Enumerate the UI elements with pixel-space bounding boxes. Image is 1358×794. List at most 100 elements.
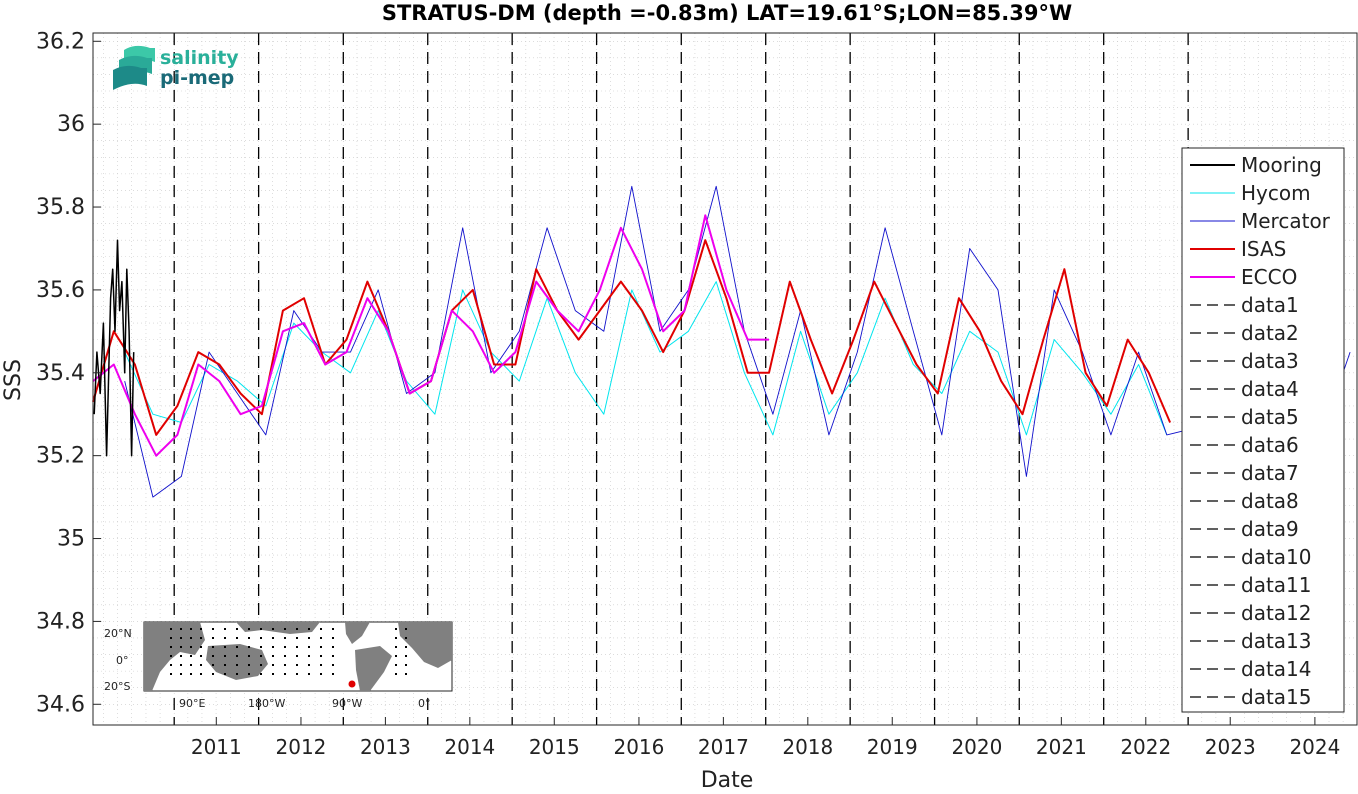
logo-mark-icon bbox=[113, 45, 155, 90]
inset-lat-label-20n: 20°N bbox=[104, 627, 132, 640]
legend-label-mercator: Mercator bbox=[1241, 209, 1331, 233]
inset-station-dot bbox=[190, 628, 192, 630]
legend-label-data3: data3 bbox=[1241, 349, 1299, 373]
inset-station-dot bbox=[190, 655, 192, 657]
legend-label-ecco: ECCO bbox=[1241, 265, 1297, 289]
inset-station-dot bbox=[320, 664, 322, 666]
inset-station-dot bbox=[224, 673, 226, 675]
inset-station-dot bbox=[296, 637, 298, 639]
legend-label-data5: data5 bbox=[1241, 405, 1299, 429]
inset-station-dot bbox=[405, 628, 407, 630]
y-tick-label: 35 bbox=[57, 527, 85, 552]
inset-station-dot bbox=[405, 664, 407, 666]
y-tick-label: 34.6 bbox=[36, 692, 85, 717]
x-tick-label: 2022 bbox=[1120, 735, 1171, 759]
legend-label-data2: data2 bbox=[1241, 321, 1299, 345]
x-tick-label: 2016 bbox=[613, 735, 664, 759]
inset-station-dot bbox=[332, 637, 334, 639]
inset-station-dot bbox=[170, 646, 172, 648]
y-tick-label: 35.2 bbox=[36, 444, 85, 469]
x-tick-label: 2013 bbox=[360, 735, 411, 759]
y-tick-label: 34.8 bbox=[36, 609, 85, 634]
inset-map-stations bbox=[170, 628, 407, 675]
inset-station-dot bbox=[224, 646, 226, 648]
inset-station-dot bbox=[170, 628, 172, 630]
inset-station-dot bbox=[212, 664, 214, 666]
inset-lon-label-0: 0° bbox=[418, 697, 431, 710]
inset-station-dot bbox=[272, 646, 274, 648]
inset-station-dot bbox=[248, 655, 250, 657]
logo-text-pi-mep: pi-mep bbox=[160, 67, 234, 89]
y-tick-label: 36 bbox=[57, 112, 85, 137]
inset-station-dot bbox=[395, 673, 397, 675]
inset-station-dot bbox=[272, 655, 274, 657]
inset-station-dot bbox=[260, 637, 262, 639]
inset-station-dot bbox=[200, 646, 202, 648]
inset-station-dot bbox=[170, 655, 172, 657]
inset-station-dot bbox=[180, 628, 182, 630]
inset-station-dot bbox=[260, 664, 262, 666]
inset-station-dot bbox=[236, 637, 238, 639]
x-tick-labels: 2011 2012 2013 2014 2015 2016 2017 2018 2019 2020… bbox=[191, 717, 1340, 759]
x-tick-label: 2012 bbox=[276, 735, 327, 759]
inset-station-dot bbox=[332, 664, 334, 666]
inset-station-dot bbox=[284, 655, 286, 657]
x-tick-label: 2024 bbox=[1289, 735, 1340, 759]
inset-station-dot bbox=[320, 646, 322, 648]
inset-station-dot bbox=[320, 673, 322, 675]
inset-station-dot bbox=[296, 628, 298, 630]
y-tick-label: 35.4 bbox=[36, 361, 85, 386]
inset-station-dot bbox=[332, 628, 334, 630]
inset-station-dot bbox=[200, 628, 202, 630]
inset-station-dot bbox=[180, 673, 182, 675]
inset-station-dot bbox=[405, 637, 407, 639]
inset-station-dot bbox=[200, 655, 202, 657]
inset-station-dot bbox=[248, 646, 250, 648]
inset-station-dot bbox=[296, 673, 298, 675]
inset-station-dot bbox=[224, 655, 226, 657]
inset-station-dot bbox=[308, 646, 310, 648]
inset-station-dot bbox=[272, 637, 274, 639]
inset-station-dot bbox=[308, 664, 310, 666]
inset-lon-label-90e: 90°E bbox=[179, 697, 205, 710]
inset-map-land bbox=[144, 622, 452, 691]
inset-station-dot bbox=[212, 655, 214, 657]
inset-station-dot bbox=[272, 673, 274, 675]
legend-items: Mooring Hycom Mercator ISAS ECCO data1 data2 da… bbox=[1190, 153, 1331, 709]
inset-station-dot bbox=[190, 646, 192, 648]
inset-map: 20°N 0° 20°S 90°E 180°W 90°W 0° bbox=[104, 621, 453, 710]
x-tick-label: 2018 bbox=[782, 735, 833, 759]
legend-label-data15: data15 bbox=[1241, 685, 1312, 709]
inset-station-dot bbox=[212, 673, 214, 675]
inset-station-dot bbox=[236, 646, 238, 648]
x-tick-label: 2011 bbox=[191, 735, 242, 759]
series-line-ecco bbox=[92, 214, 769, 457]
x-tick-label: 2023 bbox=[1205, 735, 1256, 759]
series-line-hycom bbox=[124, 281, 1168, 436]
inset-station-dot bbox=[308, 637, 310, 639]
x-tick-label: 2014 bbox=[444, 735, 495, 759]
inset-station-dot bbox=[248, 637, 250, 639]
inset-station-dot bbox=[405, 646, 407, 648]
inset-station-dot bbox=[236, 673, 238, 675]
inset-station-dot bbox=[180, 664, 182, 666]
legend-label-data1: data1 bbox=[1241, 293, 1299, 317]
inset-station-dot bbox=[332, 673, 334, 675]
inset-station-dot bbox=[224, 664, 226, 666]
legend-label-data8: data8 bbox=[1241, 489, 1299, 513]
series-layer bbox=[92, 185, 1351, 498]
inset-station-dot bbox=[170, 673, 172, 675]
x-axis-label: Date bbox=[701, 768, 754, 790]
inset-station-dot bbox=[320, 628, 322, 630]
inset-station-dot bbox=[296, 646, 298, 648]
inset-station-dot bbox=[236, 628, 238, 630]
inset-station-dot bbox=[284, 628, 286, 630]
inset-station-dot bbox=[212, 637, 214, 639]
legend-label-data14: data14 bbox=[1241, 657, 1312, 681]
inset-station-dot bbox=[200, 673, 202, 675]
inset-station-dot bbox=[308, 673, 310, 675]
x-tick-label: 2017 bbox=[698, 735, 749, 759]
x-tick-label: 2021 bbox=[1036, 735, 1087, 759]
inset-station-dot bbox=[180, 655, 182, 657]
x-tick-label: 2015 bbox=[529, 735, 580, 759]
